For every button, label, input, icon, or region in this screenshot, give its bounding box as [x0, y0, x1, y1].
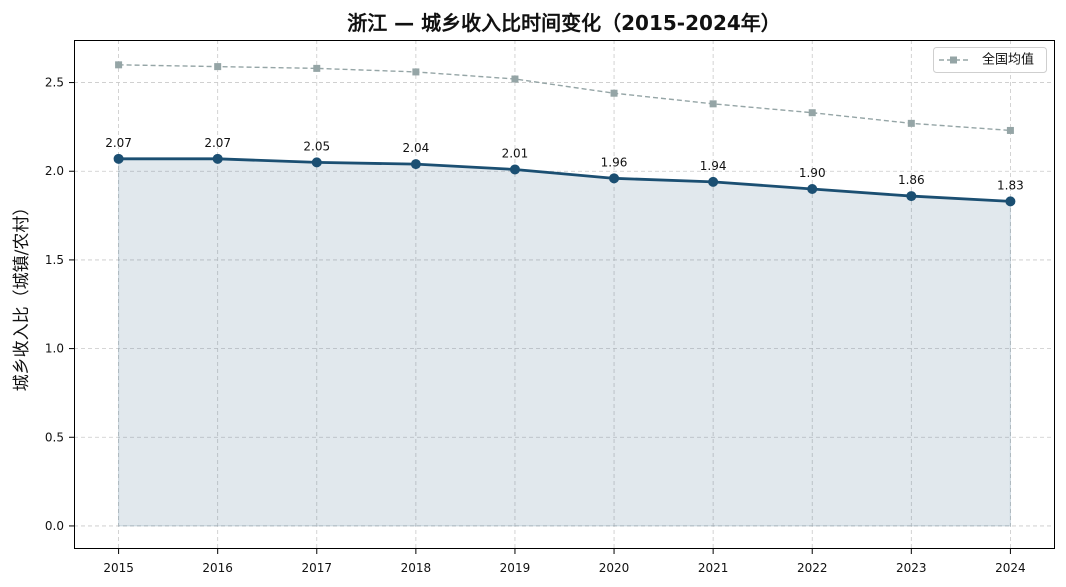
legend-label: 全国均值	[982, 52, 1034, 68]
x-tick-label: 2016	[202, 561, 233, 575]
data-labels-layer: 2.07 2.07 2.05 2.04 2.01 1.96 1.94 1.90 1.86 1.83	[105, 136, 1024, 193]
national-average-point	[313, 64, 321, 72]
national-average-point	[709, 100, 717, 108]
x-axis: 2015 2016 2017 2018 2019 2020 2021 2022 2023 2024	[103, 549, 1026, 575]
legend: 全国均值	[933, 47, 1047, 73]
data-label: 1.86	[898, 173, 925, 187]
legend-box	[933, 47, 1047, 73]
data-label: 1.96	[601, 155, 628, 169]
x-tick-label: 2023	[896, 561, 927, 575]
x-tick-label: 2021	[698, 561, 729, 575]
zhejiang-line	[118, 157, 1011, 203]
national-average-point	[412, 68, 420, 76]
data-label: 2.01	[502, 146, 529, 160]
y-tick-label: 1.0	[45, 342, 64, 356]
x-tick-label: 2020	[599, 561, 630, 575]
data-label: 2.07	[105, 136, 132, 150]
data-label: 2.04	[403, 141, 430, 155]
national-average-point	[115, 61, 123, 69]
x-tick-label: 2022	[797, 561, 828, 575]
plot-frame	[74, 40, 1055, 549]
y-tick-label: 0.0	[45, 519, 64, 533]
y-axis: 0.0 0.5 1.0 1.5 2.0 2.5	[45, 76, 74, 533]
zhejiang-point	[212, 153, 223, 164]
legend-marker-sample	[950, 56, 957, 64]
zhejiang-area-fill	[117, 158, 1012, 527]
zhejiang-point	[1005, 196, 1016, 207]
national-average-point	[511, 75, 519, 83]
zhejiang-point	[807, 183, 818, 194]
data-label: 1.94	[700, 159, 727, 173]
grid-layer	[74, 40, 1055, 549]
y-tick-label: 0.5	[45, 430, 64, 444]
x-tick-label: 2015	[103, 561, 134, 575]
lines-layer	[118, 64, 1011, 203]
y-axis-label: 城乡收入比（城镇/农村）	[12, 199, 32, 392]
x-tick-label: 2018	[401, 561, 432, 575]
national-average-point	[907, 119, 915, 127]
zhejiang-point	[311, 157, 322, 168]
data-label: 1.83	[997, 178, 1024, 192]
x-tick-label: 2017	[301, 561, 332, 575]
data-label: 1.90	[799, 166, 826, 180]
zhejiang-point	[509, 164, 520, 175]
chart-title: 浙江 — 城乡收入比时间变化（2015-2024年）	[347, 11, 781, 35]
national-average-point	[1006, 126, 1014, 134]
national-average-point	[808, 109, 816, 117]
national-average-point	[214, 63, 222, 71]
x-tick-label: 2024	[995, 561, 1026, 575]
y-tick-label: 2.0	[45, 164, 64, 178]
zhejiang-point	[609, 173, 620, 184]
area-layer	[117, 158, 1012, 527]
zhejiang-point	[113, 153, 124, 164]
national-average-line	[118, 64, 1011, 132]
y-tick-label: 1.5	[45, 253, 64, 267]
x-tick-label: 2019	[500, 561, 531, 575]
data-label: 2.05	[303, 139, 330, 153]
y-tick-label: 2.5	[45, 76, 64, 90]
national-average-point	[610, 89, 618, 97]
zhejiang-point	[906, 191, 917, 202]
zhejiang-point	[410, 159, 421, 170]
markers-layer	[113, 61, 1016, 207]
data-label: 2.07	[204, 136, 231, 150]
zhejiang-point	[708, 176, 719, 187]
